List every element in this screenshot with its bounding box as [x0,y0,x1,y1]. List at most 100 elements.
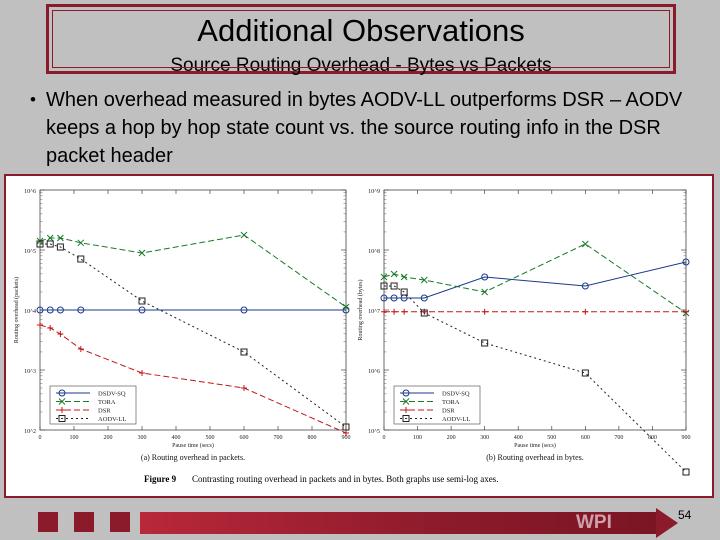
data-point [381,308,387,315]
figure-image: 10^6 10^5 10^4 10^3 10^2 0 100 200 300 400 500 600 7… [4,174,714,498]
data-point [57,234,64,242]
y-tick-label: 10^6 [24,189,36,195]
data-point [581,282,589,290]
data-point [682,258,690,266]
chart-panel-a: 10^6 10^5 10^4 10^3 10^20 100 200 300 400 500 600 7… [13,189,351,462]
data-point [37,322,43,328]
slide-title: Additional Observations [197,13,525,48]
data-point [682,468,690,476]
legend-label: DSDV-SQ [442,391,470,398]
footer-square-1 [38,512,58,532]
data-point [390,270,398,278]
y-tick-label: 10^2 [24,429,36,435]
footer-arrow-icon [656,508,678,538]
chart-panel-b: 10^9 10^8 10^7 10^6 10^50 100 200 300 400 500 600 7… [357,189,691,476]
legend-marker [59,407,65,413]
series-line [384,285,687,473]
y-tick-label: 10^8 [368,249,380,255]
data-point [56,243,64,251]
bullet-text: When overhead measured in bytes AODV-LL … [46,89,683,167]
y-tick-label: 10^5 [24,249,36,255]
data-point [240,231,248,239]
data-point [36,306,44,314]
data-point [138,297,146,305]
figure-caption-label: Figure 9 [144,474,177,484]
x-tick-label: 900 [682,435,691,441]
data-point [401,308,408,315]
x-tick-label: 500 [547,435,556,441]
data-point [138,306,146,314]
data-point [390,282,398,290]
x-tick-label: 100 [413,435,422,441]
x-tick-label: 300 [138,435,147,441]
figure-svg: 10^610^510^410^310^20 100 200 300 400 500 600 7… [13,189,691,484]
data-point [240,306,248,314]
x-axis-label: Pause time (secs) [172,442,214,449]
data-point [77,255,85,263]
panel-label: (a) Routing overhead in packets. [141,453,245,462]
data-point [481,273,489,281]
y-tick-label: 10^4 [24,309,36,315]
footer-bar [140,512,660,534]
bullet-dot-icon: • [30,90,36,109]
title-box: Additional Observations Source Routing O… [46,4,676,76]
x-tick-label: 500 [206,435,215,441]
legend-label: TORA [442,399,460,406]
series-line [384,261,687,299]
data-point [343,430,349,436]
x-tick-label: 900 [342,435,351,441]
legend-marker [403,407,409,413]
legend-marker [402,398,410,405]
data-point [400,288,408,296]
data-point [47,325,54,331]
x-tick-label: 0 [39,435,42,441]
legend-box [393,385,481,425]
series-line [383,243,687,314]
data-point [420,309,428,317]
data-point [342,423,350,431]
data-point [581,369,589,377]
legend-marker [402,415,410,422]
data-point [481,308,488,315]
data-point [241,385,247,391]
data-point [138,249,146,257]
legend-label: TORA [98,399,116,406]
footer-square-3 [110,512,130,532]
data-point [77,306,85,314]
x-tick-label: 200 [447,435,456,441]
x-tick-label: 100 [70,435,79,441]
legend-marker [58,389,66,397]
data-point [240,348,248,356]
x-tick-label: 600 [581,435,590,441]
legend-marker [402,389,410,397]
data-point [481,339,489,347]
data-point [56,306,64,314]
data-point [582,308,589,315]
data-point [481,288,489,296]
x-tick-label: 400 [514,435,523,441]
data-point [400,273,408,281]
data-point [683,308,689,315]
slide-subtitle: Source Routing Overhead - Bytes vs Packe… [170,55,552,76]
data-point [391,308,398,315]
data-point [420,294,428,302]
figure-caption-text: Contrasting routing overhead in packets … [192,474,498,484]
data-point [46,306,54,314]
legend-label: AODV-LL [442,416,470,423]
x-tick-label: 800 [308,435,317,441]
data-point [342,303,350,311]
x-tick-label: 700 [614,435,623,441]
data-point [390,294,398,302]
data-point [77,239,85,247]
y-tick-label: 10^9 [368,189,380,195]
series-line [40,243,347,428]
legend-label: DSR [442,408,455,415]
legend-label: DSR [98,408,111,415]
x-tick-label: 200 [104,435,113,441]
data-point [380,294,388,302]
data-point [46,234,54,242]
x-tick-label: 300 [480,435,489,441]
bullet-item: • When overhead measured in bytes AODV-L… [30,86,705,170]
data-point [77,346,84,352]
wpi-logo: WPI [576,512,612,533]
